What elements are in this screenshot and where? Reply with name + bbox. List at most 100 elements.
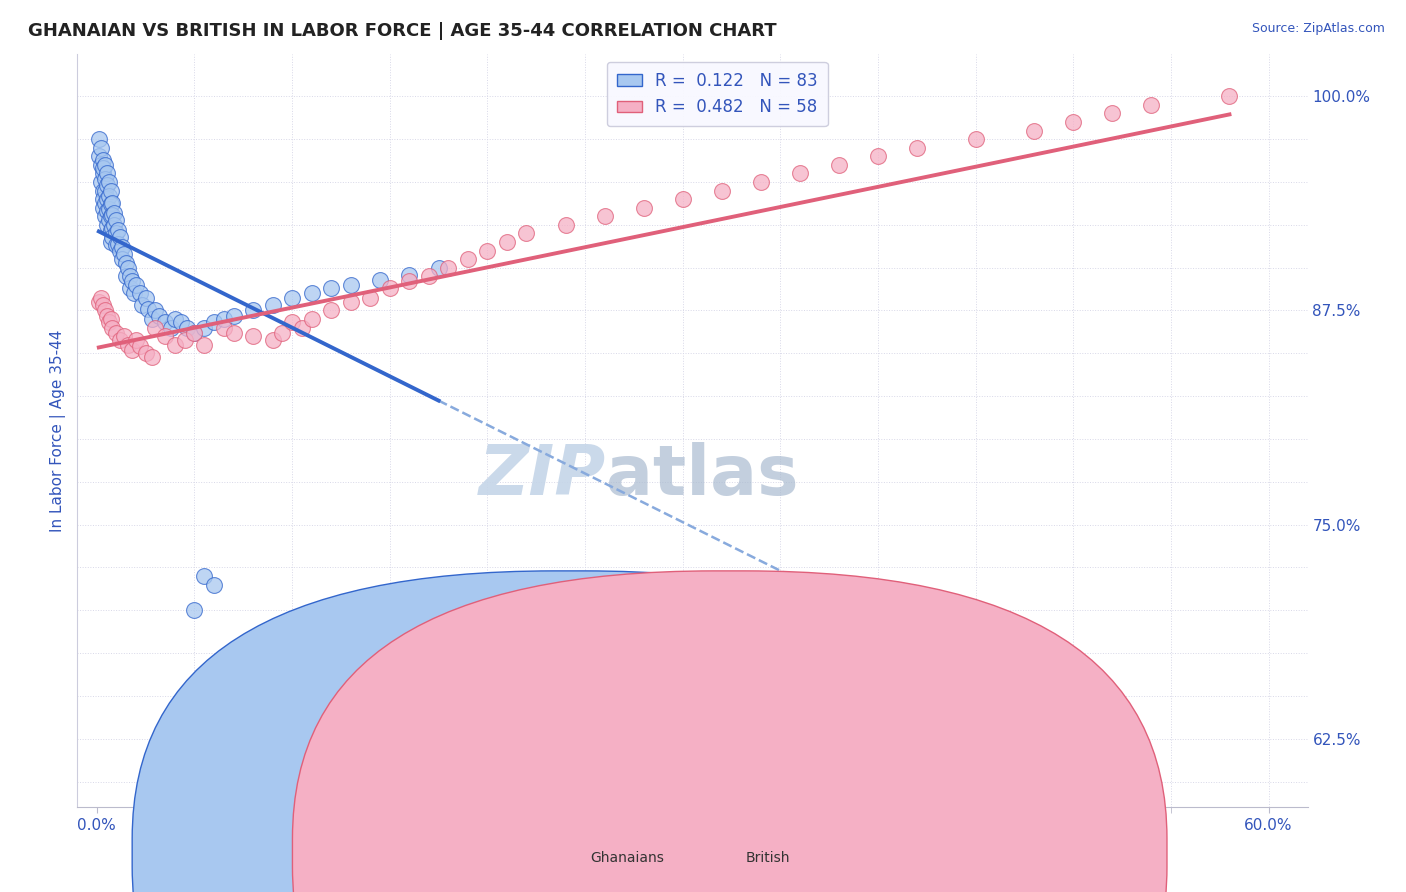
Point [176,320,198,334]
Point [193,569,215,583]
Point [359,292,381,306]
Point [91,201,114,215]
FancyBboxPatch shape [292,571,1167,892]
Point [97,188,120,202]
Point [103,206,125,220]
Point [93,184,115,198]
Point [163,337,186,351]
Point [125,277,148,292]
Point [321,303,343,318]
Point [91,298,114,312]
Point [100,197,122,211]
Point [121,343,143,357]
Point [120,281,141,295]
Point [93,195,115,210]
Point [1101,106,1123,120]
Point [110,333,132,347]
Point [111,240,134,254]
Point [170,316,193,330]
Point [271,326,294,340]
Point [101,320,124,334]
Point [222,309,245,323]
Point [281,316,304,330]
Point [105,212,128,227]
Point [91,192,114,206]
Point [100,184,122,198]
Point [281,292,304,306]
Point [905,141,928,155]
Point [97,316,120,330]
Point [128,286,150,301]
Point [101,208,124,222]
Point [97,175,120,189]
Point [101,195,124,210]
Point [183,326,205,340]
Point [91,161,114,176]
Point [148,309,170,323]
Point [321,281,343,295]
Point [163,312,186,326]
Point [115,255,138,269]
Point [789,166,811,180]
Point [866,149,889,163]
Point [457,252,479,266]
Point [212,312,235,326]
Point [710,184,733,198]
Point [242,329,264,343]
Point [90,175,112,189]
Point [212,320,235,334]
Point [120,269,141,284]
Text: GHANAIAN VS BRITISH IN LABOR FORCE | AGE 35-44 CORRELATION CHART: GHANAIAN VS BRITISH IN LABOR FORCE | AGE… [28,22,776,40]
Point [93,303,115,318]
Point [222,326,245,340]
Point [105,238,128,252]
Point [105,326,128,340]
Text: Ghanaians: Ghanaians [591,851,665,865]
Point [97,202,120,217]
Point [262,333,284,347]
Point [477,244,499,258]
Point [131,298,153,312]
Point [97,212,120,227]
Point [107,236,129,251]
Point [136,301,159,316]
Point [90,292,112,306]
Point [121,274,143,288]
Point [93,158,115,172]
Point [193,320,215,334]
Point [115,269,138,284]
Point [101,229,124,244]
Point [1140,98,1163,112]
Point [633,201,655,215]
Point [1218,89,1240,103]
Point [101,221,124,235]
Point [90,141,112,155]
Point [378,281,401,295]
Point [93,171,115,186]
Point [155,316,177,330]
Point [301,286,323,301]
Point [110,244,132,258]
FancyBboxPatch shape [132,571,1007,892]
Point [107,223,129,237]
Point [100,223,122,237]
Point [110,229,132,244]
Legend: R =  0.122   N = 83, R =  0.482   N = 58: R = 0.122 N = 83, R = 0.482 N = 58 [606,62,828,126]
Point [96,178,118,193]
Point [100,312,122,326]
Point [87,149,110,163]
Point [135,292,157,306]
Point [105,227,128,241]
Point [111,252,134,266]
Text: atlas: atlas [606,442,799,509]
Point [141,350,163,364]
Point [242,303,264,318]
Point [125,333,148,347]
Point [96,204,118,219]
Point [128,339,150,353]
Point [193,337,215,351]
Point [112,247,135,261]
Point [91,166,114,180]
Point [690,761,713,775]
Point [87,132,110,146]
